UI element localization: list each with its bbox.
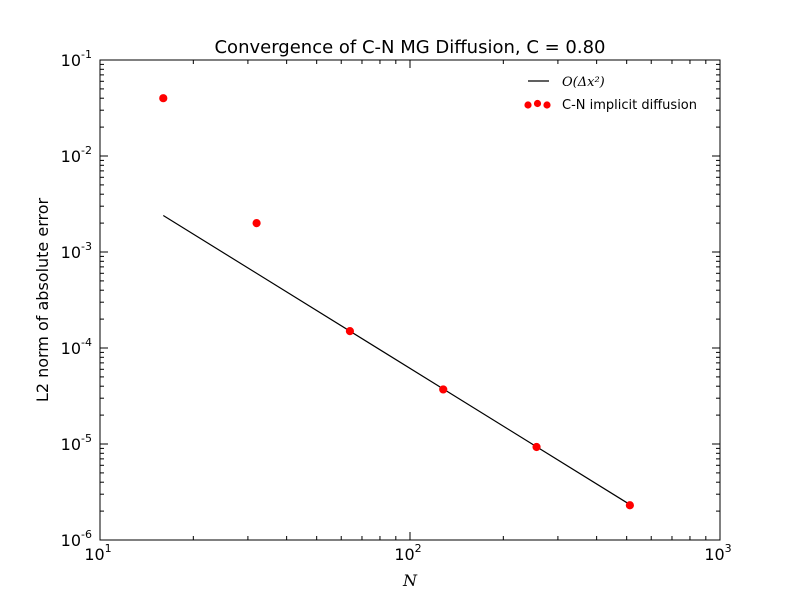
legend: O(Δx²) C-N implicit diffusion xyxy=(524,75,697,113)
y-tick-exp: -2 xyxy=(81,144,92,157)
y-tick-base: 10 xyxy=(61,435,81,454)
legend-dot-swatch xyxy=(524,101,532,109)
legend-dot-swatch xyxy=(543,101,551,109)
x-tick-label: 103 xyxy=(704,542,731,564)
plot-frame xyxy=(99,59,721,541)
y-tick-label: 10-3 xyxy=(61,240,92,262)
legend-dot-swatch xyxy=(533,99,542,108)
y-axis-label: L2 norm of absolute error xyxy=(33,197,52,402)
y-tick-label: 10-5 xyxy=(61,432,92,454)
data-point xyxy=(532,442,541,452)
data-point xyxy=(439,385,448,394)
y-tick-base: 10 xyxy=(61,147,81,166)
y-tick-base: 10 xyxy=(61,531,81,550)
y-tick-label: 10-2 xyxy=(61,144,92,166)
x-tick-exp: 3 xyxy=(725,542,732,555)
x-tick-label: 102 xyxy=(394,542,421,564)
data-point xyxy=(345,326,355,336)
data-point xyxy=(252,219,261,228)
x-tick-base: 10 xyxy=(84,545,104,564)
legend-label-data: C-N implicit diffusion xyxy=(562,98,697,113)
y-tick-exp: -5 xyxy=(81,432,92,445)
reference-line xyxy=(162,214,631,506)
y-tick-exp: -3 xyxy=(81,240,92,253)
x-tick-label: 101 xyxy=(84,542,111,564)
series-layer xyxy=(159,94,634,510)
y-tick-exp: -1 xyxy=(81,48,92,61)
x-tick-exp: 1 xyxy=(105,542,112,555)
y-tick-label: 10-4 xyxy=(61,336,92,358)
y-tick-exp: -4 xyxy=(81,336,92,349)
data-point xyxy=(159,94,168,103)
x-axis-label: N xyxy=(402,571,418,590)
data-point xyxy=(625,501,634,510)
y-tick-base: 10 xyxy=(61,243,81,262)
chart-title: Convergence of C-N MG Diffusion, C = 0.8… xyxy=(214,37,605,58)
y-tick-base: 10 xyxy=(61,339,81,358)
y-tick-exp: -6 xyxy=(81,528,92,541)
legend-label-reference: O(Δx²) xyxy=(562,75,605,90)
y-tick-label: 10-1 xyxy=(61,48,92,70)
x-tick-base: 10 xyxy=(394,545,414,564)
y-tick-label: 10-6 xyxy=(61,528,92,550)
y-tick-base: 10 xyxy=(61,51,81,70)
x-tick-base: 10 xyxy=(704,545,724,564)
x-tick-exp: 2 xyxy=(415,542,422,555)
